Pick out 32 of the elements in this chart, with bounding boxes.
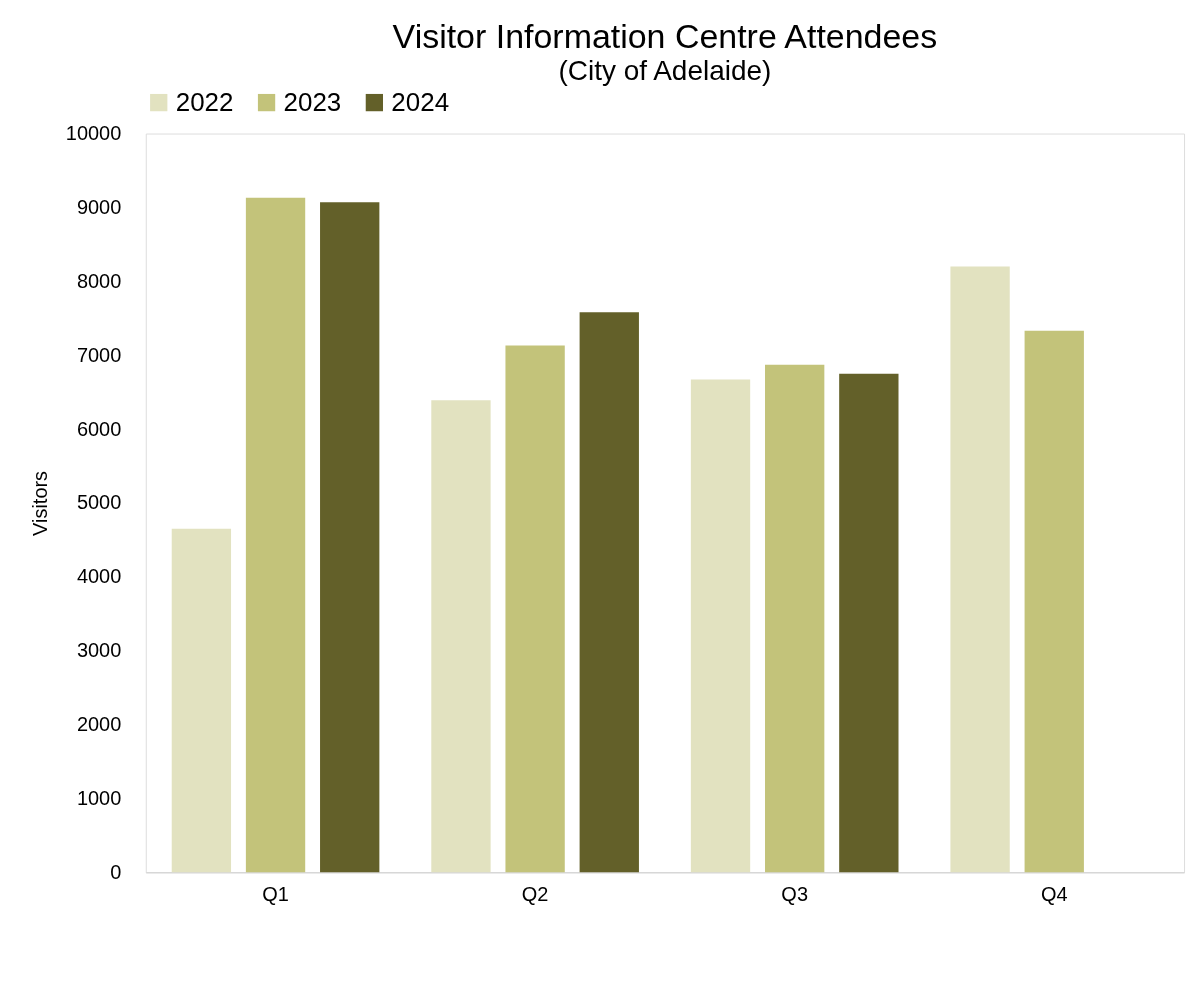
chart-title: Visitor Information Centre Attendees bbox=[392, 16, 938, 55]
bar bbox=[1024, 330, 1084, 873]
y-tick-label: 10000 bbox=[65, 122, 122, 145]
x-tick-label: Q3 bbox=[781, 882, 808, 905]
y-axis-title: Visitors bbox=[28, 470, 51, 536]
bar bbox=[245, 197, 306, 873]
legend-label: 2022 bbox=[175, 87, 234, 116]
chart-subtitle: (City of Adelaide) bbox=[558, 54, 772, 86]
y-tick-label: 3000 bbox=[76, 639, 122, 662]
bar bbox=[950, 266, 1010, 873]
y-tick-label: 8000 bbox=[76, 269, 122, 292]
bar bbox=[579, 312, 639, 873]
bar bbox=[839, 373, 899, 873]
y-tick-label: 0 bbox=[110, 860, 122, 883]
x-tick-label: Q2 bbox=[521, 882, 549, 905]
bar bbox=[765, 364, 825, 873]
legend-label: 2024 bbox=[391, 87, 450, 116]
x-tick-label: Q4 bbox=[1040, 882, 1068, 905]
bar bbox=[690, 379, 751, 873]
bar bbox=[320, 202, 380, 873]
y-tick-label: 6000 bbox=[76, 417, 122, 440]
y-tick-label: 7000 bbox=[76, 343, 122, 366]
y-tick-label: 5000 bbox=[76, 491, 122, 514]
bar bbox=[431, 400, 491, 873]
y-tick-label: 1000 bbox=[76, 786, 122, 809]
bar bbox=[505, 345, 565, 873]
y-tick-label: 2000 bbox=[76, 713, 122, 736]
bar bbox=[171, 528, 232, 873]
y-tick-label: 4000 bbox=[76, 565, 122, 588]
x-tick-label: Q1 bbox=[262, 882, 289, 905]
legend-label: 2023 bbox=[283, 87, 342, 116]
y-tick-label: 9000 bbox=[76, 195, 122, 218]
